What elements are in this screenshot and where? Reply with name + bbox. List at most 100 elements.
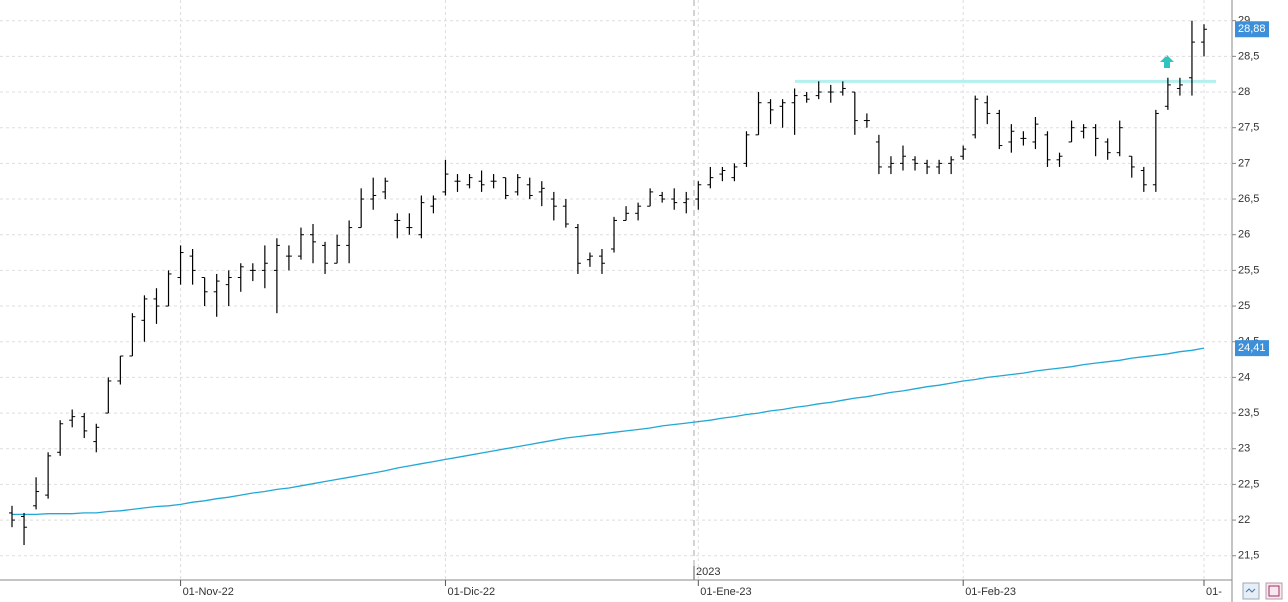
ohlc-bar (33, 477, 40, 510)
ohlc-bar (719, 166, 726, 182)
ohlc-bar (695, 181, 702, 210)
ohlc-bar (514, 174, 521, 196)
ohlc-bar (803, 92, 810, 103)
save-button[interactable] (1265, 582, 1283, 600)
ohlc-bar (346, 220, 353, 264)
ohlc-bar (972, 95, 979, 139)
ohlc-bar (683, 191, 690, 214)
ohlc-bar (779, 99, 786, 128)
ohlc-bar (1056, 152, 1063, 167)
value-tag (1235, 21, 1269, 38)
ohlc-bar (635, 202, 642, 221)
ohlc-bar (863, 113, 870, 128)
ohlc-bar (1188, 20, 1195, 96)
y-tick-label: 26,5 (1238, 193, 1259, 205)
ohlc-bar (93, 423, 100, 453)
ohlc-bar (261, 245, 268, 289)
value-tag-label: 28,88 (1238, 23, 1266, 35)
ohlc-bar (430, 195, 437, 214)
ohlc-bar (9, 505, 15, 528)
value-tag-label: 24,41 (1238, 342, 1266, 354)
ohlc-bar (105, 377, 112, 414)
ohlc-bar (1020, 131, 1027, 146)
ohlc-bar (550, 191, 557, 221)
ohlc-bar (69, 409, 76, 428)
ohlc-bar (839, 81, 846, 96)
ohlc-bar (1068, 120, 1075, 143)
y-tick-label: 28 (1238, 86, 1250, 98)
y-tick-label: 28,5 (1238, 50, 1259, 62)
ohlc-bar (960, 145, 967, 160)
ohlc-bar (454, 174, 461, 192)
ohlc-bar (370, 177, 377, 210)
ohlc-bar (936, 159, 943, 175)
x-tick-label: 01-Ene-23 (700, 586, 751, 598)
ohlc-bar (490, 174, 497, 189)
ohlc-bar (1176, 77, 1183, 96)
y-tick-label: 21,5 (1238, 550, 1259, 562)
ohlc-bar (791, 88, 798, 135)
ohlc-bar (948, 156, 955, 175)
x-tick-label: 01- (1206, 586, 1222, 598)
y-tick-label: 25,5 (1238, 264, 1259, 276)
ohlc-bar (189, 248, 196, 285)
ohlc-bar (743, 131, 750, 167)
ohlc-bar (418, 195, 425, 239)
ohlc-bar (924, 159, 931, 175)
ohlc-bar (1092, 124, 1099, 157)
ohlc-bar (574, 224, 581, 274)
ohlc-bar (1201, 24, 1207, 57)
ohlc-bar (442, 159, 449, 196)
ohlc-bar (406, 213, 413, 235)
ohlc-bar (1080, 124, 1087, 139)
ohlc-bar (273, 238, 280, 314)
ohlc-bar (225, 270, 232, 307)
ohlc-bar (815, 81, 822, 100)
y-tick-label: 27 (1238, 157, 1250, 169)
ohlc-bar (394, 213, 401, 239)
ohlc-bar (57, 420, 64, 456)
moving-average (12, 347, 1205, 516)
ohlc-bar (213, 273, 220, 317)
ohlc-bar (562, 199, 569, 228)
value-tag (1235, 340, 1269, 357)
ohlc-bar (647, 188, 654, 207)
ohlc-bar (310, 224, 317, 264)
x-tick-label: 01-Dic-22 (447, 586, 495, 598)
ohlc-bar (887, 156, 894, 175)
ohlc-bar (1008, 124, 1015, 153)
ohlc-bar (996, 109, 1003, 150)
ohlc-bar (1128, 155, 1135, 178)
y-tick-label: 23 (1238, 443, 1250, 455)
ohlc-bar (538, 181, 545, 207)
ohlc-bar (285, 245, 292, 271)
signal-arrow (1160, 55, 1174, 68)
ohlc-bar (755, 92, 762, 136)
ohlc-bar (526, 177, 533, 200)
ohlc-bar (358, 188, 365, 229)
ohlc-bar (1044, 131, 1051, 167)
ohlc-bar (827, 84, 834, 103)
ohlc-bar (249, 263, 256, 282)
ohlc-bar (659, 191, 666, 203)
ohlc-bar (731, 163, 738, 182)
ohlc-bar (201, 277, 208, 307)
ohlc-bar (1152, 109, 1159, 192)
ohlc-bar (1140, 166, 1147, 192)
year-label: 2023 (696, 566, 720, 578)
ohlc-bar (1164, 77, 1171, 110)
zoom-icon (1245, 588, 1256, 593)
ohlc-bar (1032, 116, 1039, 150)
ohlc-bar (45, 452, 52, 499)
ohlc-bar (165, 270, 172, 307)
ohlc-bar (899, 145, 906, 171)
y-tick-label: 23,5 (1238, 407, 1259, 419)
ohlc-bar (117, 355, 124, 385)
ohlc-bar (586, 252, 593, 267)
ohlc-bar (671, 188, 678, 210)
ohlc-bar (623, 206, 630, 221)
ohlc-bar (129, 313, 136, 357)
ohlc-bar (141, 295, 148, 342)
ohlc-bar (466, 174, 473, 189)
ohlc-bar (177, 245, 184, 285)
